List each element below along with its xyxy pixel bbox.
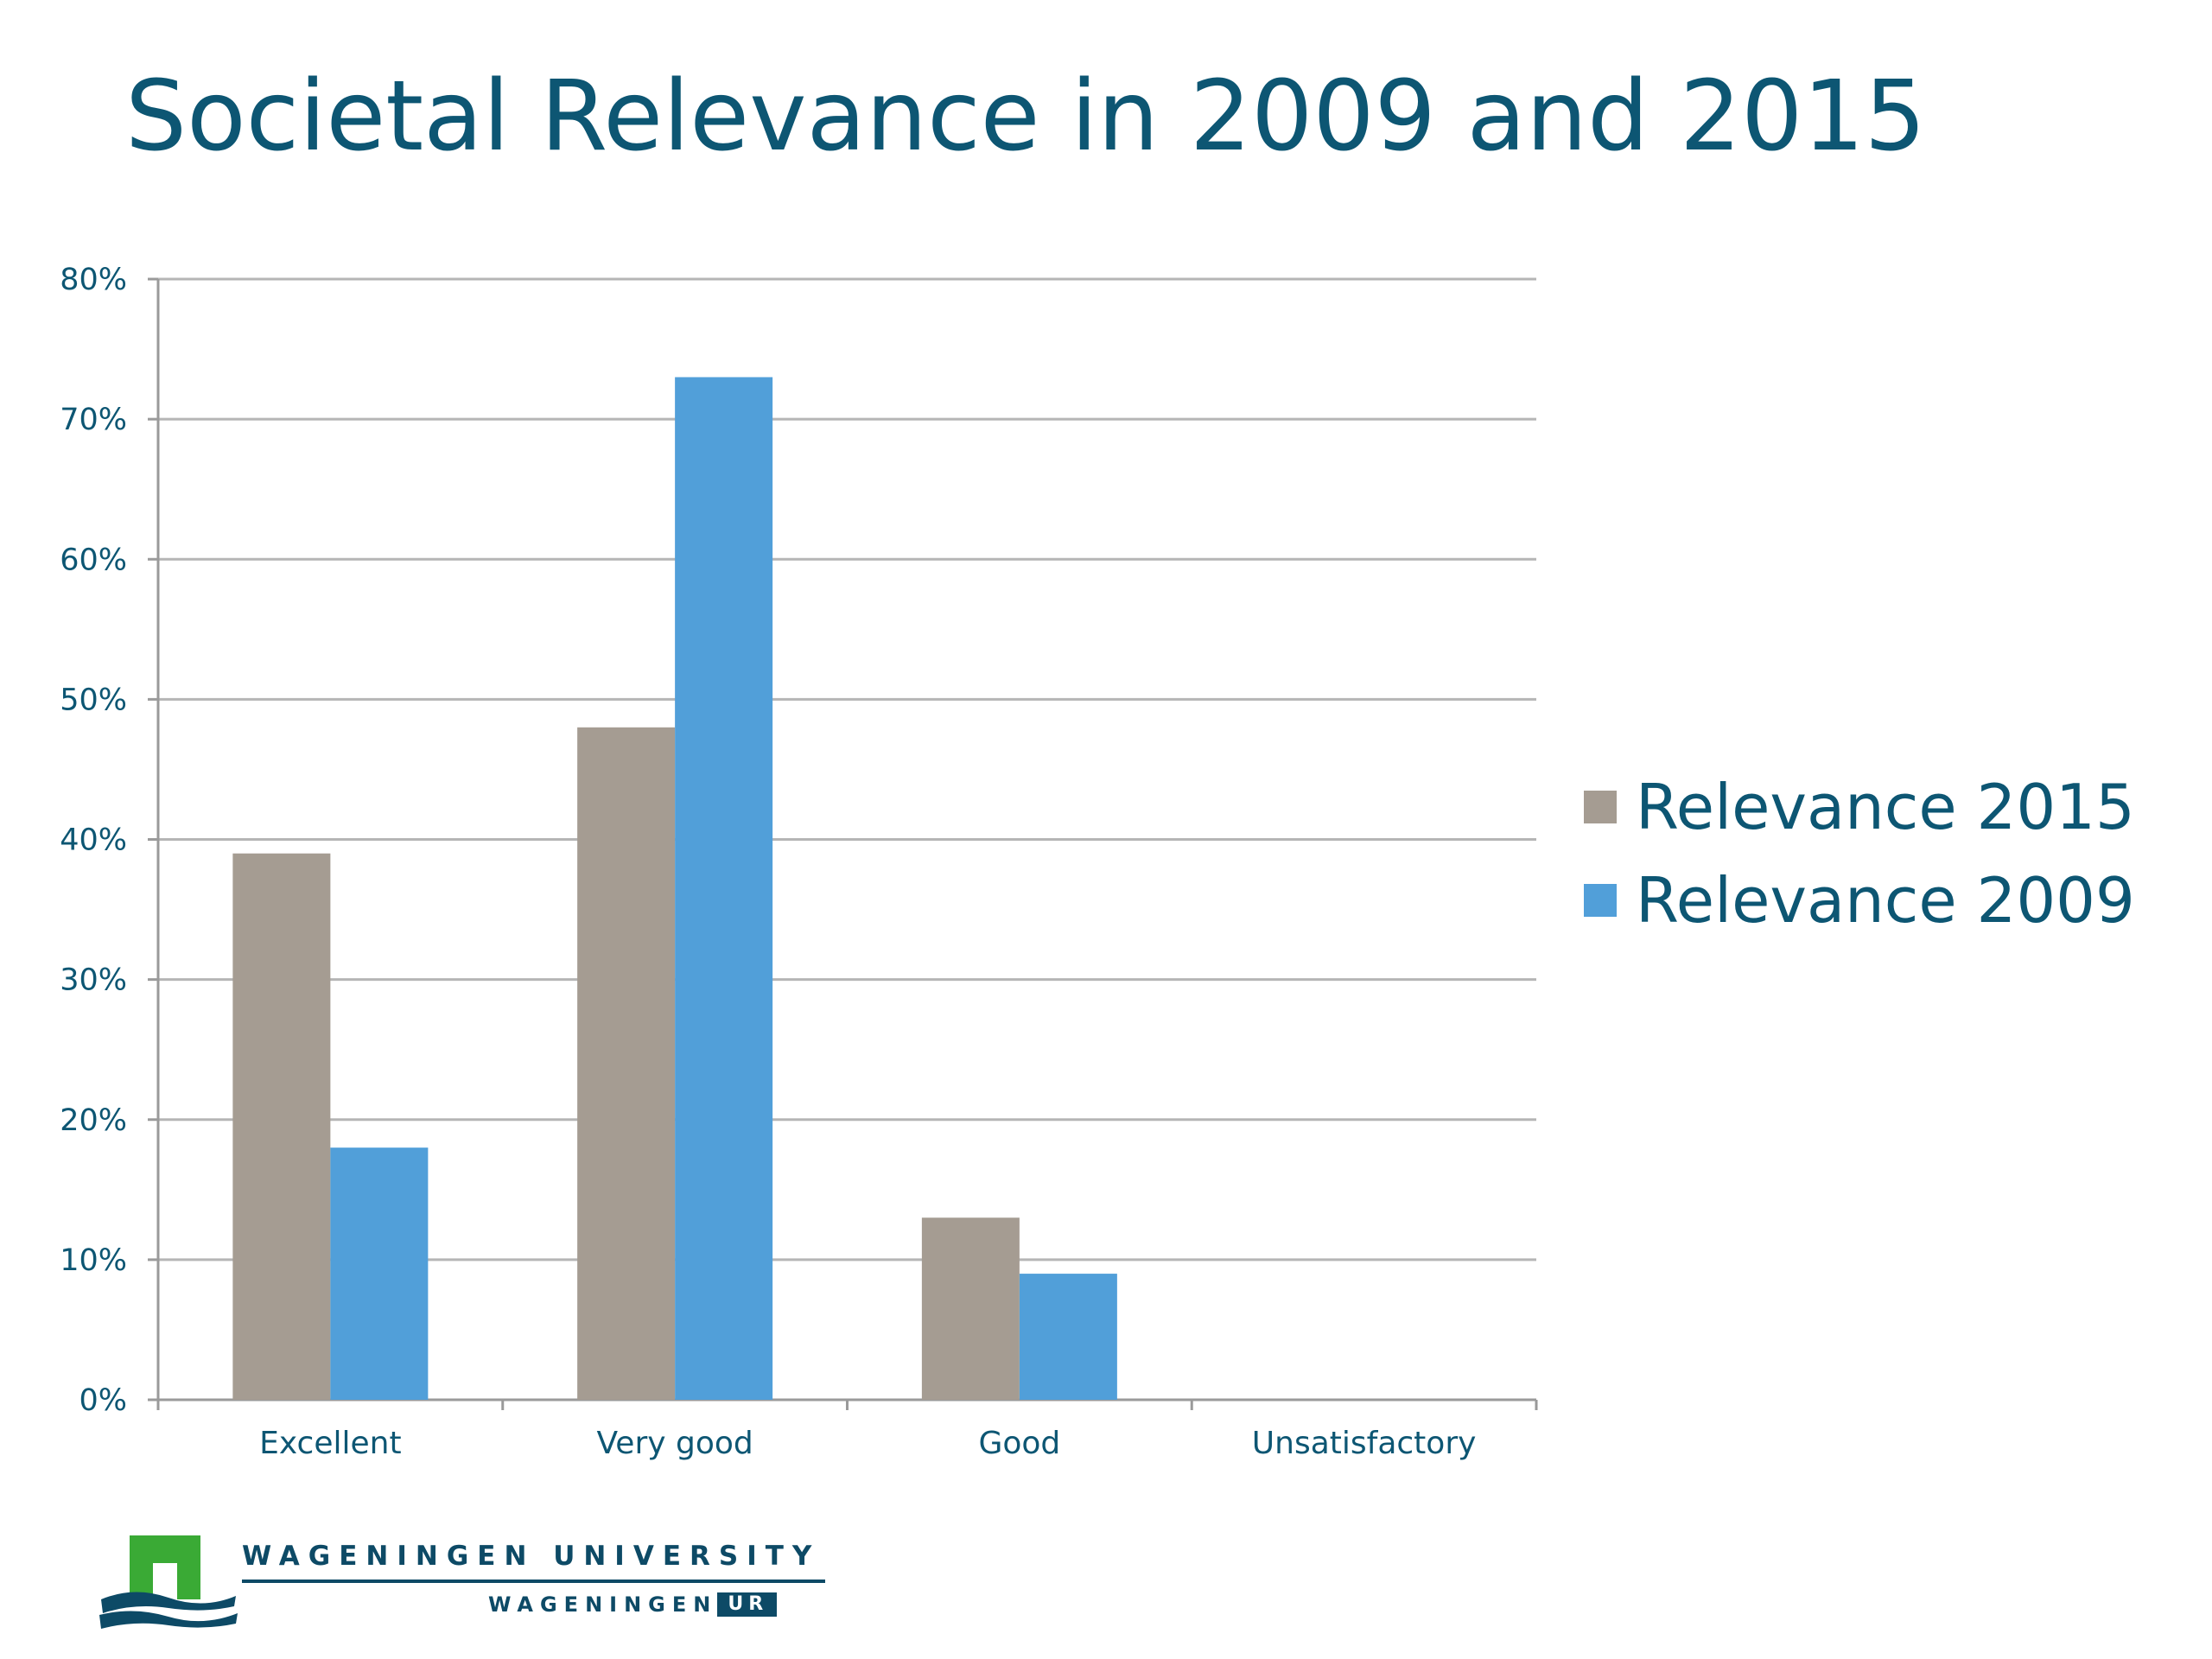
legend-label-2015: Relevance 2015 bbox=[1636, 771, 2135, 843]
bar-relevance-2015-very-good bbox=[577, 727, 676, 1400]
y-tick-label: 50% bbox=[60, 683, 127, 717]
gridlines bbox=[158, 277, 1536, 1262]
legend-label-2009: Relevance 2009 bbox=[1636, 864, 2135, 937]
bars bbox=[232, 377, 1117, 1400]
y-tick-label: 40% bbox=[60, 823, 127, 858]
legend-swatch-2015 bbox=[1584, 791, 1617, 823]
y-tick-label: 0% bbox=[79, 1383, 127, 1418]
y-tick-label: 60% bbox=[60, 543, 127, 577]
logo-wageningen-text: WAGENINGEN bbox=[488, 1592, 718, 1617]
y-tick-label: 80% bbox=[60, 263, 127, 297]
legend-swatch-2009 bbox=[1584, 884, 1617, 917]
y-tick-label: 20% bbox=[60, 1103, 127, 1138]
y-tick-label: 30% bbox=[60, 963, 127, 998]
bar-relevance-2015-excellent bbox=[232, 853, 331, 1400]
logo-wur-line: WAGENINGEN UR bbox=[488, 1592, 778, 1617]
legend-item-2015: Relevance 2015 bbox=[1584, 760, 2206, 854]
x-tick-label: Excellent bbox=[259, 1426, 401, 1461]
x-tick-label: Unsatisfactory bbox=[1252, 1426, 1477, 1461]
x-tick-label: Good bbox=[978, 1426, 1060, 1461]
x-tick-label: Very good bbox=[596, 1426, 753, 1461]
bar-relevance-2009-good bbox=[1019, 1274, 1117, 1400]
bar-relevance-2009-excellent bbox=[330, 1147, 429, 1400]
logo-ur-badge: UR bbox=[717, 1592, 778, 1617]
wageningen-logo: WAGENINGEN UNIVERSITY WAGENINGEN UR bbox=[99, 1534, 842, 1637]
y-tick-label: 10% bbox=[60, 1243, 127, 1278]
legend-item-2009: Relevance 2009 bbox=[1584, 854, 2206, 947]
logo-university-text: WAGENINGEN UNIVERSITY bbox=[242, 1541, 821, 1572]
wageningen-gate-icon bbox=[99, 1535, 238, 1629]
bar-relevance-2009-very-good bbox=[675, 377, 773, 1400]
logo-divider bbox=[242, 1580, 825, 1583]
slide-title: Societal Relevance in 2009 and 2015 bbox=[125, 60, 1926, 173]
legend: Relevance 2015 Relevance 2009 bbox=[1584, 760, 2206, 947]
bar-relevance-2015-good bbox=[921, 1217, 1020, 1400]
tick-labels: 0% 10% 20% 30% 40% 50% 60% 70% 80% Excellent Very … bbox=[60, 263, 1476, 1461]
y-tick-label: 70% bbox=[60, 403, 127, 437]
